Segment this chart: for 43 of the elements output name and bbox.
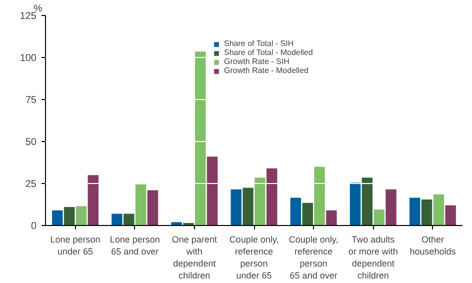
bar — [254, 178, 266, 226]
bar — [230, 189, 242, 226]
legend-label: Growth Rate - SIH — [224, 57, 290, 66]
bar — [314, 166, 325, 226]
bar — [64, 207, 75, 226]
bar — [135, 184, 146, 226]
bar — [206, 156, 218, 226]
bar — [147, 190, 158, 226]
y-tick-label: 75 — [25, 95, 37, 106]
bar — [374, 210, 384, 226]
bar — [445, 205, 456, 226]
bar — [409, 198, 420, 226]
bar — [195, 52, 206, 226]
bar — [76, 206, 87, 226]
y-tick-label: 100 — [20, 53, 37, 64]
bar — [266, 168, 278, 226]
bar — [302, 202, 313, 226]
bar — [171, 222, 182, 226]
bar — [242, 188, 254, 226]
y-tick-label: 0 — [30, 221, 37, 232]
x-tick-label: Couple only, reference person under 65 — [229, 234, 279, 280]
bar — [52, 210, 63, 226]
bar — [421, 199, 432, 226]
x-tick-label: Lone person 65 and over — [110, 234, 160, 256]
legend-label: Growth Rate - Modelled — [224, 66, 308, 75]
bar — [112, 214, 122, 226]
bar — [386, 189, 396, 226]
x-tick-label: One parent with dependent children — [172, 234, 218, 280]
bar — [326, 210, 337, 226]
bar — [290, 198, 302, 226]
legend-label: Share of Total - SIH — [224, 39, 294, 48]
y-tick-label: 50 — [25, 137, 37, 148]
bar — [124, 214, 134, 226]
bar — [350, 182, 361, 226]
y-tick-label: 25 — [25, 179, 37, 190]
bar — [362, 178, 373, 226]
x-tick-label: Lone person under 65 — [50, 234, 100, 256]
legend-label: Share of Total - Modelled — [224, 48, 313, 57]
bar — [88, 175, 99, 226]
x-tick-label: Two adults or more with dependent children — [348, 234, 398, 280]
x-tick-label: Couple only, reference person 65 and over — [288, 234, 338, 280]
bar — [433, 194, 444, 226]
x-tick-label: Other households — [410, 234, 456, 256]
